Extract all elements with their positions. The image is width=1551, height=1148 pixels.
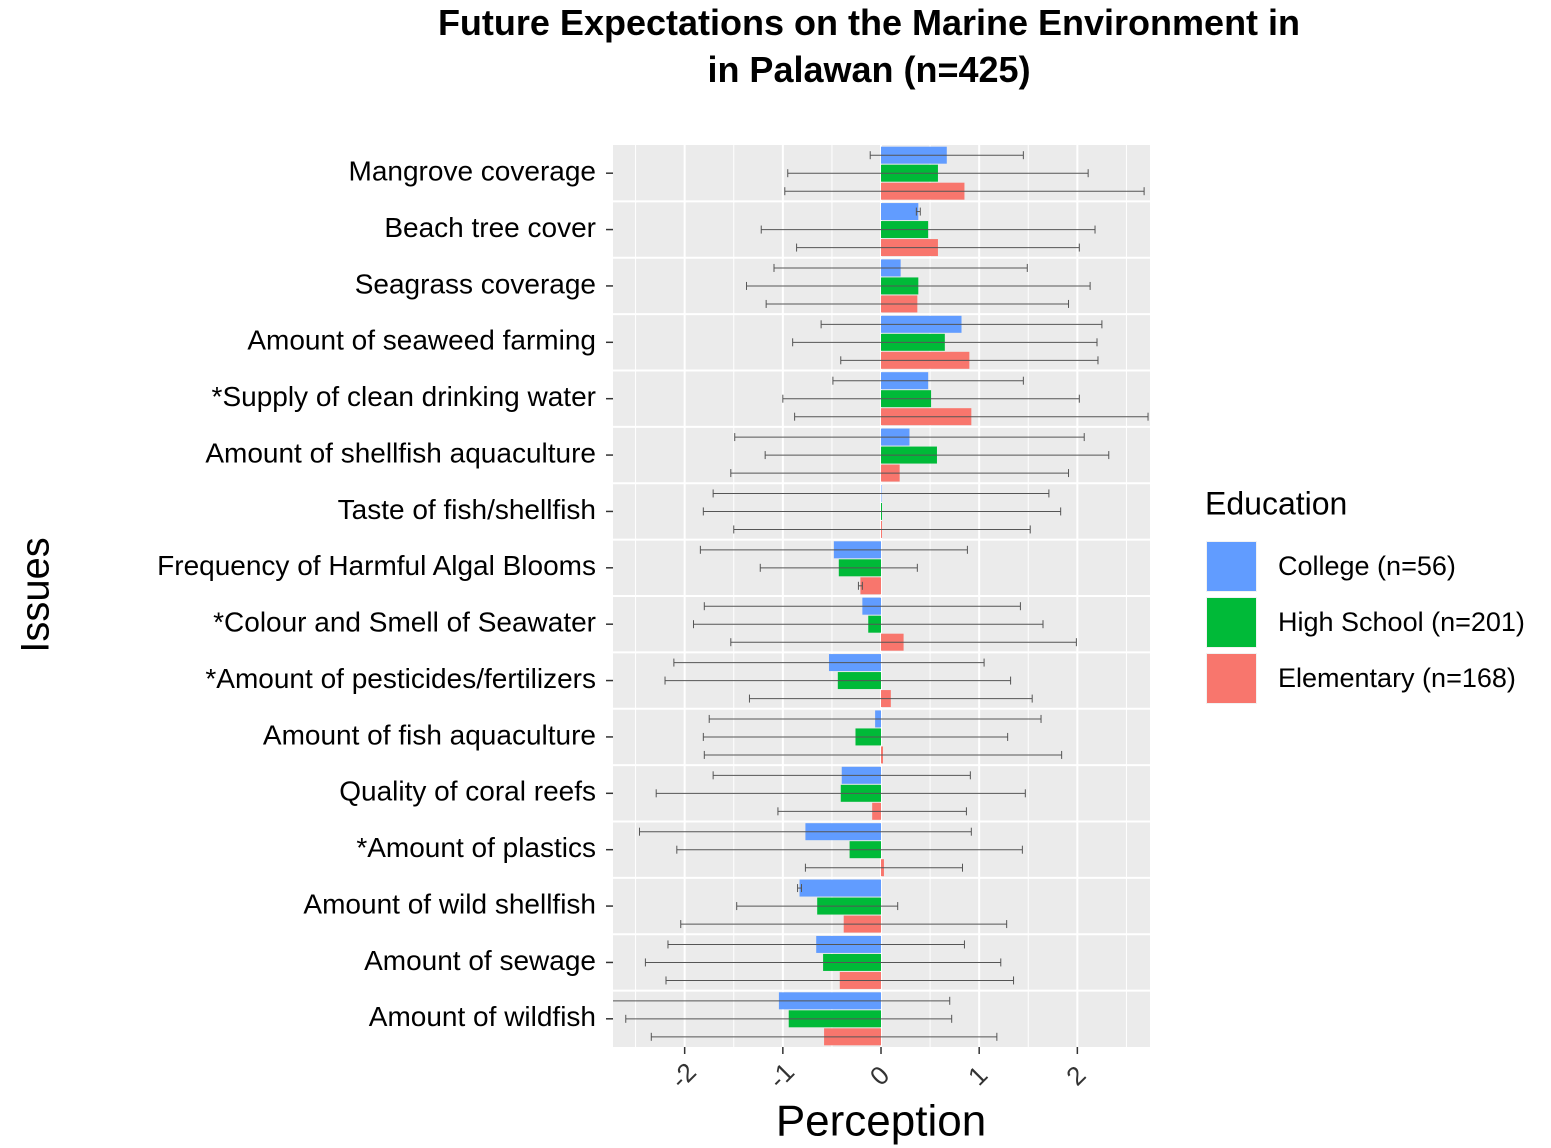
legend-swatch: [1207, 654, 1256, 703]
error-bar: [664, 676, 1012, 685]
error-bar: [765, 299, 1070, 308]
error-bar: [613, 996, 951, 1005]
bar: [860, 577, 882, 595]
legend-label: College (n=56): [1278, 551, 1456, 581]
y-tick-label: *Colour and Smell of Seawater: [213, 607, 596, 638]
error-bar: [730, 638, 1077, 647]
plot-area: [613, 146, 1149, 1046]
error-bar: [733, 525, 1031, 534]
legend-title: Education: [1205, 485, 1347, 521]
error-bar: [777, 807, 967, 816]
error-bar: [746, 281, 1091, 290]
y-tick-label: Beach tree cover: [384, 212, 596, 243]
x-axis-label: Perception: [776, 1097, 986, 1146]
error-bar: [702, 732, 1009, 741]
x-tick-label: -2: [664, 1057, 702, 1095]
y-tick-label: Amount of sewage: [364, 945, 596, 976]
x-tick-label: 2: [1060, 1060, 1091, 1091]
legend-swatch: [1207, 598, 1256, 647]
error-bar: [639, 827, 972, 836]
y-tick-label: Taste of fish/shellfish: [338, 494, 596, 525]
error-bar: [650, 1032, 998, 1041]
y-tick-label: Amount of shellfish aquaculture: [205, 437, 596, 468]
y-tick-label: Seagrass coverage: [355, 268, 596, 299]
error-bar: [748, 694, 1033, 703]
error-bar: [869, 151, 1024, 160]
error-bar: [699, 545, 968, 554]
x-tick-label: 0: [864, 1060, 895, 1091]
y-tick-label: *Amount of pesticides/fertilizers: [205, 663, 596, 694]
error-bar: [730, 469, 1070, 478]
error-bar: [794, 412, 1149, 421]
error-bar: [784, 187, 1145, 196]
error-bar: [708, 714, 1042, 723]
x-tick-label: -1: [763, 1057, 801, 1095]
error-bar: [832, 376, 1024, 385]
error-bar: [734, 433, 1085, 442]
error-bar: [792, 338, 1098, 347]
error-bar: [712, 771, 971, 780]
error-bar: [702, 507, 1062, 516]
error-bar: [680, 920, 1008, 929]
error-bar: [787, 169, 1089, 178]
error-bar: [673, 658, 985, 667]
error-bar: [782, 394, 1080, 403]
error-bar: [676, 845, 1023, 854]
legend-label: Elementary (n=168): [1278, 663, 1516, 693]
chart-title: Future Expectations on the Marine Enviro…: [438, 2, 1300, 90]
y-tick-label: Amount of wildfish: [369, 1001, 596, 1032]
y-tick-label: Amount of wild shellfish: [303, 888, 596, 919]
error-bar: [759, 563, 918, 572]
legend-label: High School (n=201): [1278, 607, 1525, 637]
legend-swatch: [1207, 542, 1256, 591]
error-bar: [760, 225, 1096, 234]
error-bar: [625, 1014, 953, 1023]
bar: [881, 203, 919, 221]
error-bar: [796, 243, 1080, 252]
error-bar: [804, 863, 963, 872]
error-bar: [667, 940, 965, 949]
error-bar: [703, 750, 1063, 759]
y-tick-label: Amount of fish aquaculture: [263, 719, 596, 750]
error-bar: [820, 320, 1103, 329]
error-bar: [797, 884, 802, 893]
error-bar: [693, 620, 1044, 629]
error-bar: [764, 451, 1110, 460]
y-axis-label: Issues: [14, 537, 58, 653]
error-bar: [644, 958, 1002, 967]
error-bar: [840, 356, 1099, 365]
error-bar: [736, 902, 899, 911]
y-tick-label: *Supply of clean drinking water: [212, 381, 596, 412]
error-bar: [665, 976, 1015, 985]
y-tick-label: *Amount of plastics: [356, 832, 596, 863]
error-bar: [857, 581, 863, 590]
bar: [799, 879, 882, 897]
error-bar: [703, 602, 1021, 611]
error-bar: [655, 789, 1026, 798]
error-bar: [915, 207, 921, 216]
x-tick-label: 1: [962, 1060, 993, 1091]
y-tick-label: Frequency of Harmful Algal Blooms: [157, 550, 596, 581]
error-bar: [773, 263, 1028, 272]
error-bar: [712, 489, 1050, 498]
y-tick-label: Amount of seaweed farming: [247, 325, 596, 356]
y-tick-label: Mangrove coverage: [349, 156, 596, 187]
y-tick-label: Quality of coral reefs: [339, 776, 596, 807]
